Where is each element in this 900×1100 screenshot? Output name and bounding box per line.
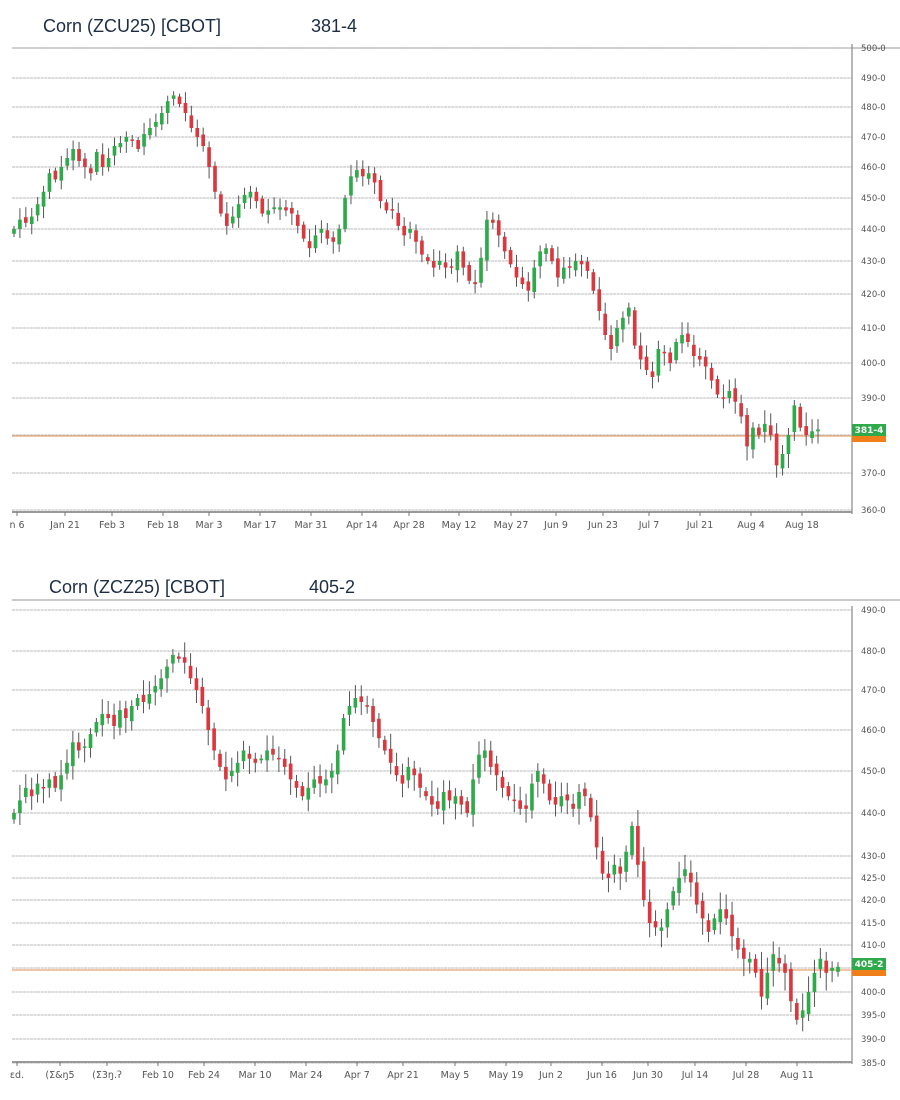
y-tick-label: 415-0	[861, 919, 886, 929]
chart-title: Corn (ZCU25) [CBOT]	[43, 16, 222, 36]
x-tick-label: Apr 28	[393, 520, 425, 531]
x-tick-label: May 27	[494, 520, 529, 531]
y-tick-label: 450-0	[861, 767, 886, 777]
x-tick-label: Feb 24	[188, 1070, 220, 1081]
y-tick-label: 500-0	[861, 44, 886, 54]
x-tick-label: Mar 24	[289, 1070, 322, 1081]
gridlines	[12, 609, 852, 1064]
chart-panel-zcz25: Corn (ZCZ25) [CBOT] 405-2 490-0 480-0 470-…	[0, 560, 900, 1100]
y-tick-label: 420-0	[861, 896, 886, 906]
candlestick-chart[interactable]: 490-0 480-0 470-0 460-0 450-0 440-0 430-0 425-0…	[0, 560, 900, 1100]
y-tick-label: 395-0	[861, 1011, 886, 1021]
x-tick-label: Aug 11	[780, 1070, 814, 1081]
y-axis: 490-0 480-0 470-0 460-0 450-0 440-0 430-0 425-0…	[861, 606, 886, 1069]
x-tick-label: Jul 28	[732, 1070, 760, 1081]
y-tick-label: 490-0	[861, 606, 886, 616]
x-tick-label: Feb 3	[99, 520, 125, 531]
y-tick-label: 420-0	[861, 290, 886, 300]
x-tick-label: Jul 7	[638, 520, 660, 531]
y-tick-label: 450-0	[861, 194, 886, 204]
x-tick-label: May 5	[441, 1070, 470, 1081]
y-tick-label: 430-0	[861, 257, 886, 267]
y-tick-label: 460-0	[861, 163, 886, 173]
y-tick-label: 480-0	[861, 103, 886, 113]
x-tick-label: (Σ3ŋ.ʔ	[92, 1070, 122, 1081]
last-price-badge: 381-4	[852, 424, 886, 442]
y-tick-label: 440-0	[861, 225, 886, 235]
y-tick-label: 440-0	[861, 809, 886, 819]
x-tick-label: Jan 21	[49, 520, 80, 531]
last-price: 405-2	[309, 577, 356, 597]
y-tick-label: 430-0	[861, 852, 886, 862]
x-tick-label: Mar 17	[243, 520, 276, 531]
y-tick-label: 390-0	[861, 394, 886, 404]
last-price-badge: 405-2	[852, 958, 886, 976]
chart-header: Corn (ZCU25) [CBOT] 381-4	[0, 0, 900, 40]
x-tick-label: n 6	[9, 520, 24, 531]
x-tick-label: Mar 3	[196, 520, 223, 531]
svg-text:381-4: 381-4	[855, 426, 884, 436]
y-tick-label: 480-0	[861, 647, 886, 657]
y-tick-label: 385-0	[861, 1059, 886, 1069]
x-tick-label: Jun 2	[538, 1070, 563, 1081]
x-tick-label: May 12	[442, 520, 477, 531]
y-tick-label: 470-0	[861, 686, 886, 696]
y-tick-label: 360-0	[861, 506, 886, 516]
y-tick-label: 490-0	[861, 74, 886, 84]
x-tick-label: ɛd.	[10, 1070, 24, 1081]
x-tick-label: (Σ&ŋ5	[45, 1070, 74, 1081]
candles	[12, 91, 820, 478]
last-price: 381-4	[311, 16, 358, 36]
x-tick-label: Apr 14	[346, 520, 378, 531]
svg-text:405-2: 405-2	[855, 960, 884, 970]
candles	[12, 642, 840, 1032]
y-tick-label: 390-0	[861, 1035, 886, 1045]
chart-header: Corn (ZCZ25) [CBOT] 405-2	[0, 560, 900, 600]
y-tick-label: 410-0	[861, 324, 886, 334]
y-tick-label: 425-0	[861, 874, 886, 884]
x-tick-label: Apr 21	[387, 1070, 419, 1081]
x-tick-label: Jun 30	[632, 1070, 663, 1081]
candlestick-chart[interactable]: 500-0 490-0 480-0 470-0 460-0 450-0 440-0 430-0…	[0, 0, 900, 550]
y-tick-label: 400-0	[861, 988, 886, 998]
y-axis: 500-0 490-0 480-0 470-0 460-0 450-0 440-0 430-0…	[861, 44, 886, 516]
x-tick-label: Aug 18	[785, 520, 819, 531]
x-tick-label: Jun 16	[586, 1070, 617, 1081]
x-axis: ɛd. (Σ&ŋ5 (Σ3ŋ.ʔ Feb 10 Feb 24 Mar 10 Mar 24 Ap…	[10, 1061, 852, 1081]
x-tick-label: Mar 31	[294, 520, 327, 531]
x-tick-label: Jun 9	[543, 520, 568, 531]
chart-title: Corn (ZCZ25) [CBOT]	[49, 577, 226, 597]
y-tick-label: 370-0	[861, 469, 886, 479]
x-tick-label: Aug 4	[737, 520, 765, 531]
y-tick-label: 410-0	[861, 941, 886, 951]
y-tick-label: 400-0	[861, 359, 886, 369]
chart-panel-zcu25: Corn (ZCU25) [CBOT] 381-4 500-0 490-0 480-…	[0, 0, 900, 550]
x-axis: n 6 Jan 21 Feb 3 Feb 18 Mar 3 Mar 17 Mar 31 Apr…	[9, 511, 852, 531]
x-tick-label: Jun 23	[587, 520, 618, 531]
y-tick-label: 460-0	[861, 726, 886, 736]
x-tick-label: Feb 10	[142, 1070, 174, 1081]
x-tick-label: Apr 7	[344, 1070, 370, 1081]
x-tick-label: Feb 18	[147, 520, 179, 531]
x-tick-label: Jul 14	[681, 1070, 709, 1081]
x-tick-label: Jul 21	[686, 520, 714, 531]
x-tick-label: Mar 10	[238, 1070, 271, 1081]
x-tick-label: May 19	[489, 1070, 524, 1081]
gridlines	[12, 47, 852, 511]
y-tick-label: 470-0	[861, 133, 886, 143]
